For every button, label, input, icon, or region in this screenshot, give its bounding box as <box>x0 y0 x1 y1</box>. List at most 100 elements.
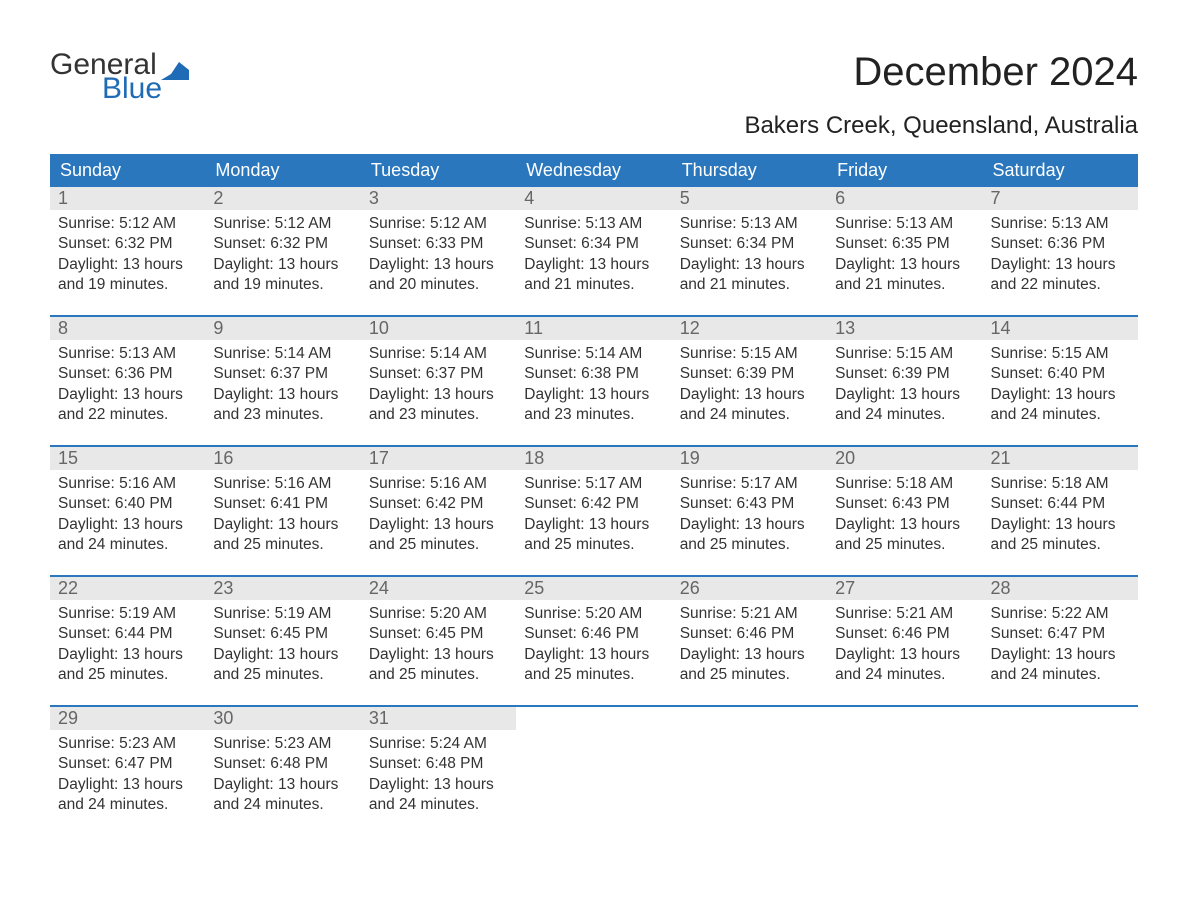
daylight-line-1: Daylight: 13 hours <box>991 515 1130 535</box>
daylight-line-1: Daylight: 13 hours <box>58 775 197 795</box>
sunset-line: Sunset: 6:40 PM <box>58 494 197 514</box>
day-number: 9 <box>205 317 360 340</box>
day-body: Sunrise: 5:16 AMSunset: 6:41 PMDaylight:… <box>205 470 360 556</box>
day-body: Sunrise: 5:22 AMSunset: 6:47 PMDaylight:… <box>983 600 1138 686</box>
daylight-line-2: and 21 minutes. <box>835 275 974 295</box>
sunset-line: Sunset: 6:45 PM <box>369 624 508 644</box>
weekday-header: Friday <box>827 154 982 187</box>
daylight-line-2: and 25 minutes. <box>524 665 663 685</box>
daylight-line-1: Daylight: 13 hours <box>835 515 974 535</box>
sunset-line: Sunset: 6:47 PM <box>991 624 1130 644</box>
sunrise-line: Sunrise: 5:19 AM <box>58 604 197 624</box>
daylight-line-2: and 24 minutes. <box>680 405 819 425</box>
daylight-line-1: Daylight: 13 hours <box>835 255 974 275</box>
logo: General Blue <box>50 50 189 104</box>
sunrise-line: Sunrise: 5:17 AM <box>524 474 663 494</box>
day-cell: 8Sunrise: 5:13 AMSunset: 6:36 PMDaylight… <box>50 317 205 445</box>
day-body: Sunrise: 5:20 AMSunset: 6:46 PMDaylight:… <box>516 600 671 686</box>
daylight-line-1: Daylight: 13 hours <box>213 255 352 275</box>
day-cell: 22Sunrise: 5:19 AMSunset: 6:44 PMDayligh… <box>50 577 205 705</box>
day-number: 15 <box>50 447 205 470</box>
day-cell: 11Sunrise: 5:14 AMSunset: 6:38 PMDayligh… <box>516 317 671 445</box>
day-cell <box>672 707 827 835</box>
day-body: Sunrise: 5:15 AMSunset: 6:39 PMDaylight:… <box>827 340 982 426</box>
day-number: 11 <box>516 317 671 340</box>
day-cell: 6Sunrise: 5:13 AMSunset: 6:35 PMDaylight… <box>827 187 982 315</box>
weekday-header-row: SundayMondayTuesdayWednesdayThursdayFrid… <box>50 154 1138 187</box>
daylight-line-2: and 25 minutes. <box>991 535 1130 555</box>
sunrise-line: Sunrise: 5:13 AM <box>524 214 663 234</box>
daylight-line-1: Daylight: 13 hours <box>213 775 352 795</box>
sunset-line: Sunset: 6:42 PM <box>524 494 663 514</box>
day-body: Sunrise: 5:13 AMSunset: 6:36 PMDaylight:… <box>50 340 205 426</box>
day-body: Sunrise: 5:13 AMSunset: 6:35 PMDaylight:… <box>827 210 982 296</box>
daylight-line-1: Daylight: 13 hours <box>369 775 508 795</box>
daylight-line-1: Daylight: 13 hours <box>680 255 819 275</box>
daylight-line-2: and 25 minutes. <box>524 535 663 555</box>
sunrise-line: Sunrise: 5:22 AM <box>991 604 1130 624</box>
day-number: 16 <box>205 447 360 470</box>
day-number: 13 <box>827 317 982 340</box>
sunrise-line: Sunrise: 5:13 AM <box>58 344 197 364</box>
day-number: 4 <box>516 187 671 210</box>
daylight-line-1: Daylight: 13 hours <box>835 645 974 665</box>
header: General Blue December 2024 <box>50 50 1138 104</box>
day-cell: 23Sunrise: 5:19 AMSunset: 6:45 PMDayligh… <box>205 577 360 705</box>
daylight-line-2: and 24 minutes. <box>991 405 1130 425</box>
day-number: 28 <box>983 577 1138 600</box>
day-body: Sunrise: 5:16 AMSunset: 6:42 PMDaylight:… <box>361 470 516 556</box>
sunrise-line: Sunrise: 5:13 AM <box>680 214 819 234</box>
day-body: Sunrise: 5:12 AMSunset: 6:33 PMDaylight:… <box>361 210 516 296</box>
sunset-line: Sunset: 6:34 PM <box>524 234 663 254</box>
day-body: Sunrise: 5:23 AMSunset: 6:48 PMDaylight:… <box>205 730 360 816</box>
daylight-line-2: and 25 minutes. <box>58 665 197 685</box>
day-body: Sunrise: 5:12 AMSunset: 6:32 PMDaylight:… <box>205 210 360 296</box>
daylight-line-1: Daylight: 13 hours <box>680 645 819 665</box>
sunrise-line: Sunrise: 5:23 AM <box>213 734 352 754</box>
week-row: 1Sunrise: 5:12 AMSunset: 6:32 PMDaylight… <box>50 187 1138 315</box>
day-number: 30 <box>205 707 360 730</box>
sunrise-line: Sunrise: 5:16 AM <box>58 474 197 494</box>
daylight-line-1: Daylight: 13 hours <box>213 515 352 535</box>
sunset-line: Sunset: 6:48 PM <box>369 754 508 774</box>
day-cell: 31Sunrise: 5:24 AMSunset: 6:48 PMDayligh… <box>361 707 516 835</box>
day-number: 17 <box>361 447 516 470</box>
weekday-header: Thursday <box>672 154 827 187</box>
day-number: 3 <box>361 187 516 210</box>
daylight-line-1: Daylight: 13 hours <box>991 385 1130 405</box>
daylight-line-2: and 25 minutes. <box>213 535 352 555</box>
daylight-line-2: and 24 minutes. <box>213 795 352 815</box>
day-number: 12 <box>672 317 827 340</box>
day-cell: 18Sunrise: 5:17 AMSunset: 6:42 PMDayligh… <box>516 447 671 575</box>
day-body: Sunrise: 5:14 AMSunset: 6:38 PMDaylight:… <box>516 340 671 426</box>
sunset-line: Sunset: 6:36 PM <box>991 234 1130 254</box>
daylight-line-1: Daylight: 13 hours <box>524 515 663 535</box>
sunset-line: Sunset: 6:40 PM <box>991 364 1130 384</box>
sunrise-line: Sunrise: 5:24 AM <box>369 734 508 754</box>
sunrise-line: Sunrise: 5:17 AM <box>680 474 819 494</box>
day-number <box>516 707 671 730</box>
day-number <box>827 707 982 730</box>
daylight-line-1: Daylight: 13 hours <box>524 645 663 665</box>
daylight-line-2: and 25 minutes. <box>369 535 508 555</box>
weekday-header: Saturday <box>983 154 1138 187</box>
day-body: Sunrise: 5:13 AMSunset: 6:36 PMDaylight:… <box>983 210 1138 296</box>
daylight-line-2: and 25 minutes. <box>369 665 508 685</box>
sunrise-line: Sunrise: 5:16 AM <box>213 474 352 494</box>
sunset-line: Sunset: 6:47 PM <box>58 754 197 774</box>
daylight-line-1: Daylight: 13 hours <box>369 385 508 405</box>
daylight-line-1: Daylight: 13 hours <box>524 255 663 275</box>
day-body: Sunrise: 5:15 AMSunset: 6:39 PMDaylight:… <box>672 340 827 426</box>
sunrise-line: Sunrise: 5:18 AM <box>835 474 974 494</box>
sunset-line: Sunset: 6:34 PM <box>680 234 819 254</box>
daylight-line-1: Daylight: 13 hours <box>58 385 197 405</box>
sunrise-line: Sunrise: 5:19 AM <box>213 604 352 624</box>
day-number <box>983 707 1138 730</box>
weekday-header: Tuesday <box>361 154 516 187</box>
sunset-line: Sunset: 6:32 PM <box>58 234 197 254</box>
daylight-line-1: Daylight: 13 hours <box>991 645 1130 665</box>
day-number: 22 <box>50 577 205 600</box>
sunset-line: Sunset: 6:43 PM <box>680 494 819 514</box>
daylight-line-2: and 24 minutes. <box>835 405 974 425</box>
day-cell: 4 Sunrise: 5:13 AMSunset: 6:34 PMDaylight… <box>516 187 671 315</box>
